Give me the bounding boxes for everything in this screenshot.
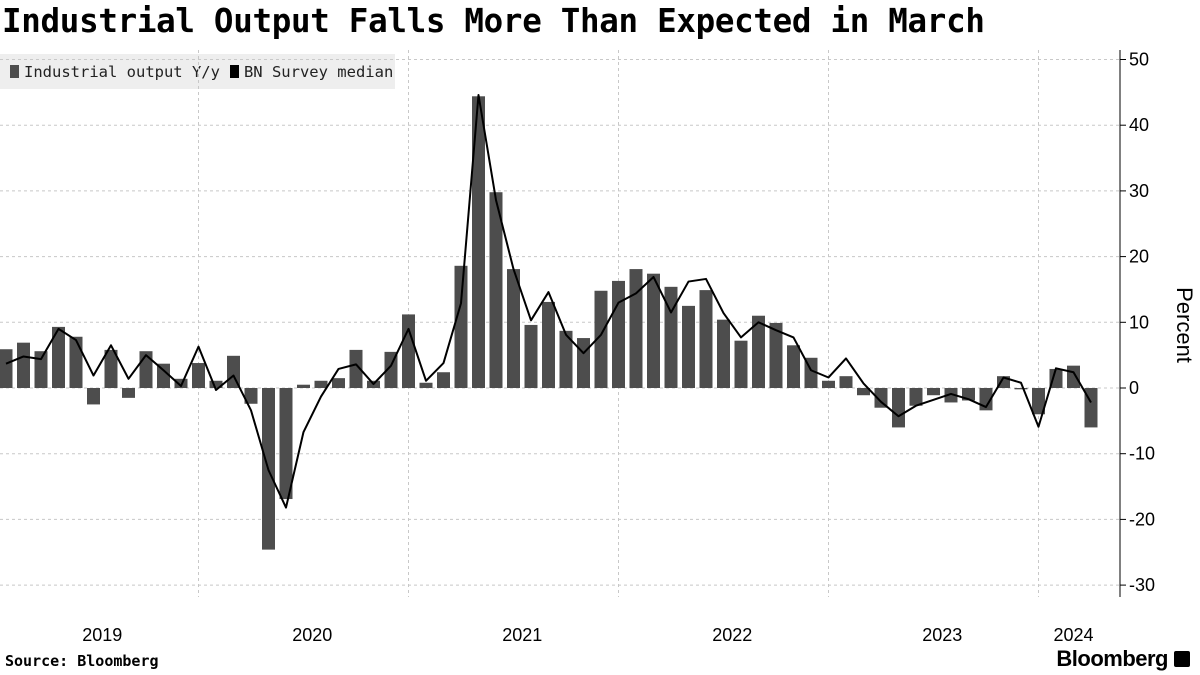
x-tick-label: 2019 [82, 625, 122, 645]
bar [717, 319, 730, 388]
y-tick-label: 0 [1129, 378, 1139, 398]
y-tick-label: 20 [1129, 247, 1149, 267]
bar [752, 315, 765, 388]
bar [874, 388, 888, 408]
bar [822, 380, 835, 388]
legend-label-bars: Industrial output Y/y [24, 62, 220, 81]
bar [489, 192, 503, 388]
bar [664, 286, 678, 388]
bar [52, 326, 65, 388]
bar [682, 305, 695, 388]
bar [542, 301, 555, 388]
x-tick-label: 2024 [1053, 625, 1093, 645]
bar [349, 349, 363, 388]
chart-title: Industrial Output Falls More Than Expect… [2, 2, 985, 40]
bar [1014, 388, 1028, 390]
bar [857, 388, 870, 396]
bar [734, 340, 748, 388]
y-tick-label: -10 [1129, 444, 1155, 464]
y-axis-label: Percent [1172, 287, 1197, 363]
bar [0, 349, 13, 388]
bar [209, 380, 223, 388]
bar [927, 388, 940, 396]
bar [437, 372, 450, 388]
legend-item-line: BN Survey median [229, 62, 394, 81]
bar [612, 280, 625, 388]
bar [314, 380, 328, 388]
bar [332, 378, 345, 388]
logo-text: Bloomberg [1056, 646, 1168, 671]
y-tick-label: 10 [1129, 312, 1149, 332]
legend-swatch-bars [10, 65, 19, 78]
source-note: Source: Bloomberg [5, 652, 159, 670]
legend-item-bars: Industrial output Y/y [10, 63, 220, 81]
bar [402, 314, 415, 388]
bar [769, 322, 783, 388]
bar [104, 349, 118, 388]
y-tick-label: -20 [1129, 509, 1155, 529]
y-tick-label: -30 [1129, 575, 1155, 595]
bar [577, 338, 590, 388]
bar [454, 265, 468, 388]
bar [839, 376, 853, 388]
bar [559, 330, 573, 388]
bar [174, 378, 188, 388]
bar [944, 388, 958, 403]
bar [279, 388, 293, 500]
legend-swatch-line [229, 65, 239, 78]
legend: Industrial output Y/y BN Survey median [0, 54, 395, 89]
bar [1032, 388, 1045, 415]
bar [1067, 365, 1080, 388]
x-tick-label: 2022 [712, 625, 752, 645]
bar [419, 382, 433, 388]
bar [594, 290, 608, 388]
bar [472, 96, 485, 389]
bar [34, 351, 48, 388]
y-tick-label: 40 [1129, 115, 1149, 135]
bar [997, 376, 1010, 388]
bar [787, 345, 800, 388]
bar [1049, 368, 1063, 388]
bar [507, 269, 520, 388]
bar [909, 388, 923, 406]
y-tick-label: 30 [1129, 181, 1149, 201]
bar [69, 336, 83, 388]
bar [244, 388, 258, 404]
bar [699, 290, 713, 388]
legend-label-line: BN Survey median [243, 62, 394, 81]
bar [629, 269, 643, 388]
bar [892, 388, 905, 428]
bar [524, 324, 538, 388]
x-tick-label: 2021 [502, 625, 542, 645]
y-tick-label: 50 [1129, 50, 1149, 70]
bar [87, 388, 100, 405]
x-tick-label: 2020 [292, 625, 332, 645]
logo-mark-icon [1174, 651, 1190, 667]
bar [17, 342, 30, 388]
bar [647, 273, 660, 388]
bar [297, 384, 310, 388]
bar [122, 388, 135, 398]
bar [192, 363, 205, 388]
bloomberg-logo: Bloomberg [1056, 646, 1190, 672]
survey-median-line [5, 93, 1092, 509]
x-tick-label: 2023 [922, 625, 962, 645]
bar [157, 363, 170, 388]
